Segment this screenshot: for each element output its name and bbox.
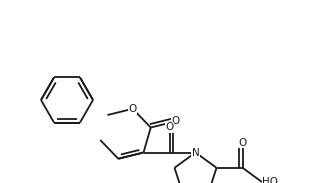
Text: O: O bbox=[165, 122, 174, 132]
Text: HO: HO bbox=[262, 177, 278, 183]
Text: O: O bbox=[171, 116, 179, 126]
Text: O: O bbox=[238, 138, 247, 148]
Text: N: N bbox=[192, 147, 199, 158]
Text: O: O bbox=[129, 104, 137, 114]
